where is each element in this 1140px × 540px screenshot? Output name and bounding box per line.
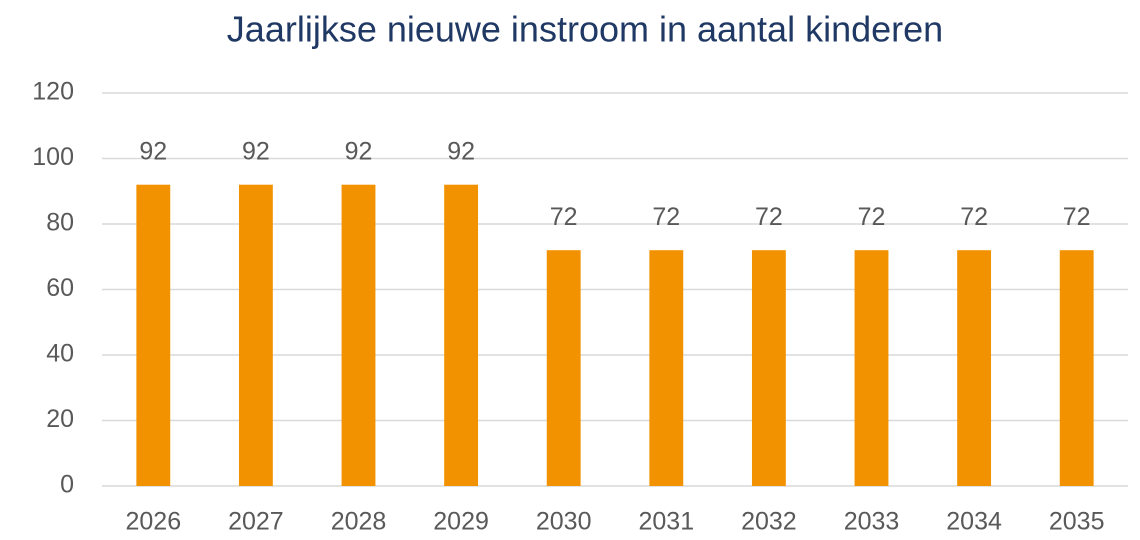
data-label: 92 — [139, 137, 167, 165]
bar — [546, 250, 581, 486]
x-tick-label: 2032 — [741, 508, 797, 536]
data-label: 92 — [242, 137, 270, 165]
data-label: 92 — [447, 137, 475, 165]
x-tick-label: 2027 — [228, 508, 284, 536]
x-tick-label: 2033 — [844, 508, 900, 536]
x-tick-label: 2029 — [433, 508, 489, 536]
data-label: 72 — [1063, 203, 1091, 231]
bar — [444, 184, 479, 486]
x-tick-label: 2028 — [331, 508, 387, 536]
y-tick-label: 20 — [46, 405, 74, 433]
data-label: 72 — [550, 203, 578, 231]
data-label: 72 — [960, 203, 988, 231]
y-tick-label: 40 — [46, 340, 74, 368]
y-tick-label: 0 — [60, 471, 74, 499]
x-tick-label: 2031 — [638, 508, 694, 536]
y-tick-label: 100 — [32, 143, 74, 171]
bar — [854, 250, 889, 486]
bar — [238, 184, 273, 486]
y-tick-label: 120 — [32, 78, 74, 106]
x-tick-label: 2035 — [1049, 508, 1105, 536]
y-tick-label: 80 — [46, 209, 74, 237]
x-tick-label: 2030 — [536, 508, 592, 536]
bar — [1059, 250, 1094, 486]
x-tick-label: 2034 — [946, 508, 1002, 536]
y-tick-label: 60 — [46, 274, 74, 302]
bar — [136, 184, 171, 486]
data-label: 92 — [345, 137, 373, 165]
chart-title: Jaarlijkse nieuwe instroom in aantal kin… — [227, 9, 943, 50]
data-label: 72 — [755, 203, 783, 231]
bar — [649, 250, 684, 486]
data-label: 72 — [858, 203, 886, 231]
bar — [341, 184, 376, 486]
x-tick-label: 2026 — [125, 508, 181, 536]
bar — [751, 250, 786, 486]
bar — [957, 250, 992, 486]
data-label: 72 — [652, 203, 680, 231]
